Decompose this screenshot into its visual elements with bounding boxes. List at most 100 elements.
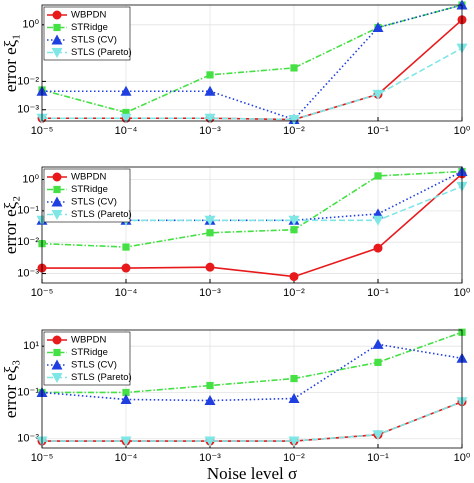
x-tick-label: 10⁻⁴	[115, 452, 138, 464]
y-tick-label: 10¹	[23, 340, 39, 352]
legend-marker	[53, 185, 61, 194]
marker	[204, 85, 216, 96]
marker	[289, 272, 299, 282]
legend-label: STRidge	[71, 184, 108, 195]
legend-label: STLS (Pareto)	[71, 209, 132, 220]
series-line	[41, 4, 463, 114]
marker	[374, 358, 382, 366]
marker	[122, 388, 130, 397]
x-tick-label: 10⁻²	[283, 452, 305, 464]
y-tick-label: 10⁻³	[17, 104, 39, 116]
y-tick-label: 10⁰	[22, 173, 39, 185]
legend-marker	[51, 48, 63, 58]
x-tick-label: 10⁻¹	[367, 125, 389, 137]
legend-label: STLS (Pareto)	[71, 47, 132, 58]
series-line	[41, 170, 463, 248]
marker	[290, 374, 298, 383]
marker	[372, 215, 384, 226]
marker	[372, 22, 384, 33]
series-line	[42, 4, 463, 121]
x-tick-label: 10⁻⁵	[31, 125, 54, 137]
x-tick-label: 10⁻⁴	[115, 125, 138, 137]
marker	[288, 392, 300, 403]
x-tick-label: 10⁻³	[199, 125, 221, 137]
series-line	[42, 47, 463, 121]
x-tick-label: 10⁰	[454, 452, 471, 464]
x-tick-label: 10⁻²	[283, 287, 305, 299]
legend-marker	[51, 196, 63, 207]
legend-label: STRidge	[71, 347, 108, 358]
marker	[288, 215, 300, 226]
x-tick-label: 10⁻⁵	[31, 452, 54, 464]
y-tick-label: 10⁻³	[17, 433, 39, 445]
x-tick-label: 10⁰	[454, 287, 471, 299]
marker	[372, 89, 384, 100]
y-tick-label: 10⁰	[22, 19, 39, 31]
x-tick-label: 10⁻²	[283, 125, 305, 137]
marker	[120, 85, 132, 96]
x-tick-label: 10⁻¹	[367, 452, 389, 464]
x-tick-label: 10⁻³	[199, 452, 221, 464]
y-tick-label: 10⁻²	[17, 236, 39, 248]
x-tick-label: 10⁻⁵	[31, 287, 54, 299]
marker	[290, 64, 298, 72]
legend-label: STLS (CV)	[71, 360, 117, 371]
series-line	[42, 400, 463, 442]
marker	[205, 262, 215, 272]
marker	[204, 436, 216, 447]
marker	[120, 436, 132, 447]
legend-marker	[52, 335, 62, 345]
series-line	[42, 173, 463, 278]
marker	[372, 430, 384, 441]
marker	[290, 226, 298, 234]
series-line	[42, 331, 463, 394]
marker	[206, 71, 214, 79]
x-axis-label: Noise level σ	[207, 464, 297, 483]
marker	[122, 243, 130, 251]
legend-marker	[51, 359, 63, 370]
legend-marker	[51, 34, 63, 45]
x-tick-label: 10⁰	[454, 125, 471, 137]
legend-label: WBPDN	[71, 172, 107, 183]
y-tick-label: 10⁻²	[17, 75, 39, 87]
y-tick-label: 10⁻¹	[17, 386, 39, 398]
marker	[204, 395, 216, 406]
marker	[120, 113, 132, 124]
y-tick-label: 10⁻¹	[17, 205, 39, 217]
marker	[288, 436, 300, 447]
y-axis-label: error eξ₁	[1, 34, 20, 92]
legend-label: STRidge	[71, 22, 108, 33]
x-tick-label: 10⁻¹	[367, 287, 389, 299]
marker	[206, 229, 214, 237]
legend-label: STLS (CV)	[71, 197, 117, 208]
legend-label: STLS (Pareto)	[71, 372, 132, 383]
legend-label: WBPDN	[71, 335, 107, 346]
marker	[206, 381, 214, 390]
axes-frame	[41, 166, 463, 284]
axes-frame	[41, 329, 463, 449]
marker	[288, 115, 300, 126]
legend-label: WBPDN	[71, 10, 107, 21]
y-axis-label: error eξ₂	[1, 196, 20, 254]
marker	[372, 338, 384, 349]
marker	[204, 113, 216, 124]
x-tick-label: 10⁻⁴	[115, 287, 138, 299]
legend-label: STLS (CV)	[71, 35, 117, 46]
marker	[374, 172, 382, 180]
series-line	[42, 185, 463, 222]
marker	[204, 215, 216, 226]
legend-marker	[52, 172, 62, 182]
y-tick-label: 10⁻³	[17, 267, 39, 279]
legend-marker	[52, 10, 62, 20]
x-tick-label: 10⁻³	[199, 287, 221, 299]
axes-frame	[41, 4, 463, 122]
legend-marker	[53, 23, 61, 32]
marker	[373, 243, 383, 253]
marker	[121, 263, 131, 273]
legend-marker	[51, 373, 63, 383]
y-axis-label: error eξ₃	[1, 360, 20, 418]
legend-marker	[51, 210, 63, 220]
marker	[122, 108, 130, 117]
legend-marker	[53, 348, 61, 357]
